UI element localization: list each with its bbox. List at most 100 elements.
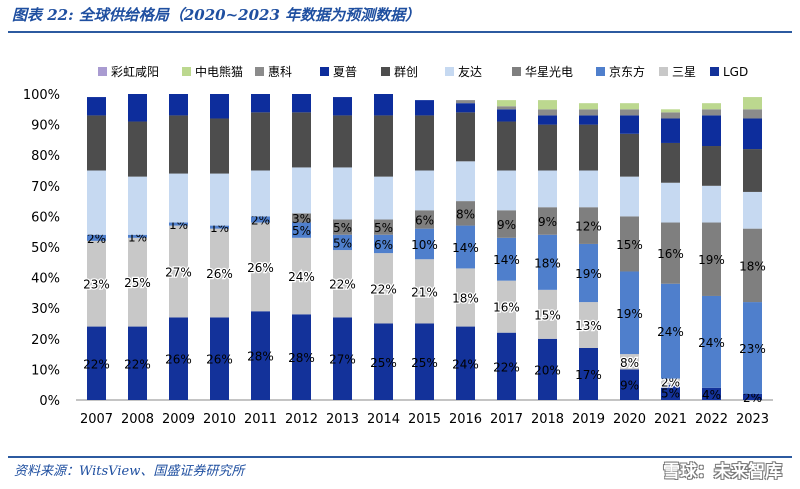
bar-segment [579, 115, 598, 125]
bar-segment [415, 100, 434, 116]
data-label: 5% [333, 221, 352, 235]
bar-segment [415, 323, 434, 400]
bar-segment [497, 121, 516, 171]
bar-segment [743, 118, 762, 150]
data-label: 10% [411, 238, 438, 252]
data-label: 24% [452, 357, 479, 371]
bar-segment [538, 109, 557, 116]
bar-segment [169, 94, 188, 116]
bar-segment [661, 142, 680, 183]
legend-swatch [182, 67, 191, 76]
data-label: 24% [657, 325, 684, 339]
data-label: 5% [661, 386, 680, 400]
data-label: 18% [739, 259, 766, 273]
bar-segment [333, 97, 352, 116]
legend-swatch [98, 67, 107, 76]
data-label: 8% [456, 207, 475, 221]
bar-segment [374, 115, 393, 177]
bar-segment [333, 167, 352, 220]
bar-segment [128, 176, 147, 235]
data-label: 12% [575, 220, 602, 234]
bar-segment [661, 182, 680, 223]
bar-segment [456, 103, 475, 113]
bar-segment [620, 115, 639, 134]
bar-segment [333, 115, 352, 168]
data-label: 5% [292, 224, 311, 238]
bar-segment [661, 118, 680, 143]
y-tick-label: 90% [31, 119, 60, 134]
bar-segment [538, 115, 557, 125]
x-tick-label: 2023 [736, 412, 769, 427]
bar-segment [661, 283, 680, 379]
data-label: 14% [452, 241, 479, 255]
legend-swatch [381, 67, 390, 76]
source-note: 资料来源：WitsView、国盛证券研究所 [14, 464, 245, 479]
data-label: 9% [538, 215, 557, 229]
legend-label: 中电熊猫 [195, 64, 243, 79]
legend-swatch [710, 67, 719, 76]
y-tick-label: 50% [31, 241, 60, 256]
bar-segment [456, 100, 475, 104]
bar-segment [661, 378, 680, 385]
y-tick-label: 100% [23, 88, 60, 103]
bar-segment [128, 234, 147, 238]
legend-label: 夏普 [333, 65, 357, 79]
bar-segment [702, 115, 721, 147]
bar-segment [210, 228, 229, 318]
bar-segment [661, 222, 680, 284]
bar-segment [743, 228, 762, 303]
data-label: 9% [620, 379, 639, 393]
bar-segment [620, 216, 639, 272]
data-label: 22% [124, 357, 151, 371]
bar-segment [702, 387, 721, 400]
bar-segment [579, 302, 598, 348]
bar-segment [292, 314, 311, 400]
bar-segment [456, 268, 475, 327]
data-label: 25% [411, 356, 438, 370]
bar-segment [292, 222, 311, 238]
bar-segment [87, 326, 106, 400]
legend-label: LGD [723, 65, 748, 79]
bar-segment [292, 94, 311, 113]
data-label: 15% [534, 308, 561, 322]
bar-segment [87, 240, 106, 327]
bar-segment [374, 219, 393, 235]
x-tick-label: 2007 [80, 412, 113, 427]
x-tick-label: 2022 [695, 412, 728, 427]
y-tick-label: 70% [31, 180, 60, 195]
bar-segment [251, 94, 270, 113]
legend-label: 三星 [672, 65, 696, 79]
title-rule [8, 31, 792, 33]
data-label: 21% [411, 285, 438, 299]
bar-segment [251, 216, 270, 223]
x-tick-label: 2019 [572, 412, 605, 427]
x-tick-label: 2014 [367, 412, 400, 427]
data-label: 28% [288, 351, 315, 365]
data-label: 14% [493, 253, 520, 267]
data-label: 26% [206, 267, 233, 281]
data-label: 4% [702, 388, 721, 402]
bar-segment [292, 112, 311, 168]
bar-segment [251, 170, 270, 217]
bar-segment [210, 317, 229, 400]
bar-segment [374, 323, 393, 400]
data-label: 25% [124, 276, 151, 290]
x-tick-label: 2010 [203, 412, 236, 427]
bar-segment [333, 317, 352, 400]
data-label: 24% [698, 336, 725, 350]
data-label: 26% [206, 353, 233, 367]
bar-segment [620, 271, 639, 355]
bar-segment [456, 201, 475, 226]
data-label: 20% [534, 363, 561, 377]
x-tick-label: 2021 [654, 412, 687, 427]
bar-segment [743, 109, 762, 119]
bar-segment [169, 115, 188, 174]
data-label: 25% [370, 356, 397, 370]
bar-segment [620, 109, 639, 116]
bar-segment [128, 121, 147, 177]
legend-label: 惠科 [268, 65, 292, 79]
bar-segment [702, 146, 721, 186]
bar-segment [87, 234, 106, 241]
x-tick-label: 2009 [162, 412, 195, 427]
data-label: 26% [165, 353, 192, 367]
